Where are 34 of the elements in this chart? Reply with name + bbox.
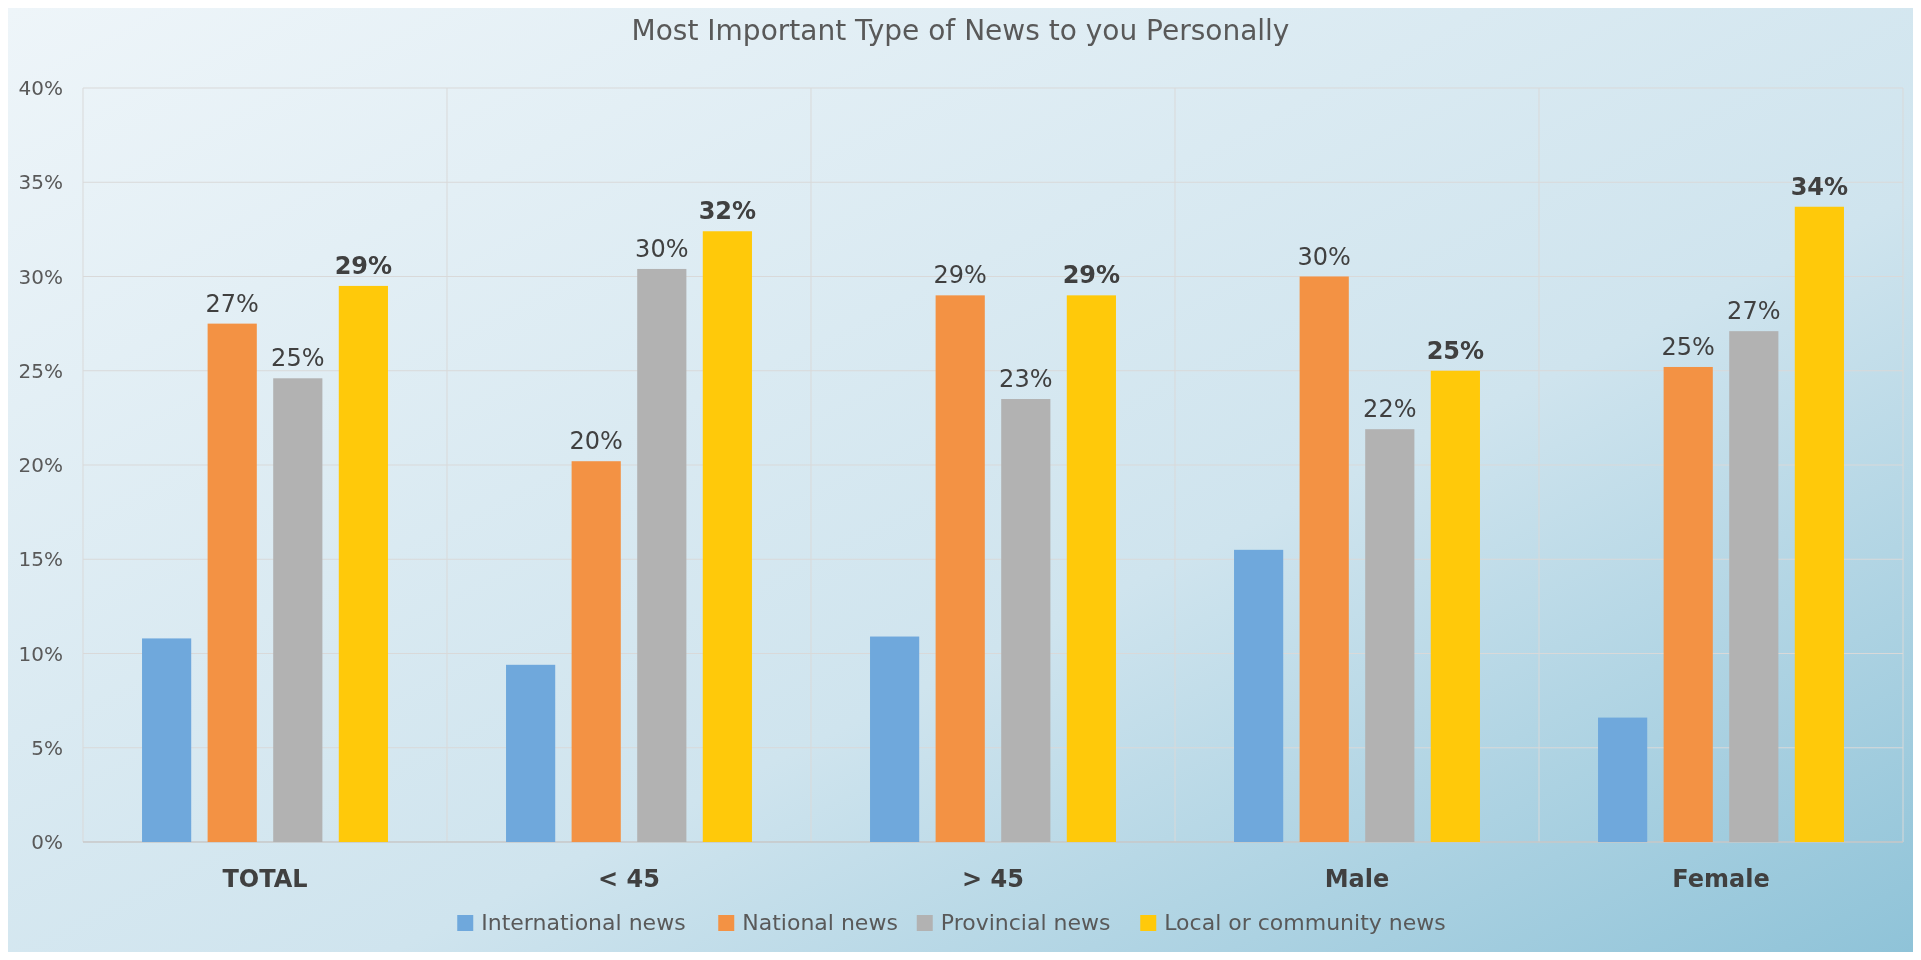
x-tick-label: Male	[1324, 865, 1390, 893]
data-label: 30%	[1297, 242, 1351, 271]
y-tick-label: 10%	[18, 641, 63, 666]
x-tick-label: < 45	[598, 865, 660, 893]
legend-label: Provincial news	[940, 910, 1111, 935]
chart-title: Most Important Type of News to you Personally	[631, 14, 1290, 47]
y-tick-label: 20%	[18, 453, 63, 477]
y-tick-label: 25%	[18, 358, 63, 383]
legend-label: National news	[742, 910, 898, 935]
data-label: 29%	[933, 261, 987, 290]
y-tick-label: 30%	[18, 264, 63, 289]
data-label: 22%	[1363, 395, 1417, 424]
legend-label: International news	[481, 910, 686, 935]
data-label: 32%	[698, 197, 757, 226]
y-tick-label: 15%	[18, 547, 63, 572]
data-label: 20%	[569, 427, 623, 456]
data-label: 29%	[1062, 261, 1121, 290]
data-label: 30%	[635, 234, 689, 263]
x-tick-label: TOTAL	[222, 865, 308, 893]
data-label: 25%	[1661, 332, 1715, 361]
data-label: 29%	[334, 251, 393, 280]
data-label: 25%	[271, 344, 325, 373]
data-label: 25%	[1426, 336, 1485, 365]
y-tick-label: 0%	[31, 830, 63, 854]
y-tick-label: 35%	[18, 170, 63, 195]
y-tick-label: 40%	[18, 76, 63, 100]
x-tick-label: Female	[1672, 865, 1770, 893]
x-tick-label: > 45	[962, 865, 1024, 893]
y-tick-label: 5%	[31, 735, 63, 760]
data-label: 34%	[1790, 172, 1849, 201]
data-label: 27%	[1727, 297, 1781, 326]
data-label: 23%	[999, 365, 1053, 394]
data-label: 27%	[205, 289, 259, 318]
legend-label: Local or community news	[1164, 910, 1446, 935]
